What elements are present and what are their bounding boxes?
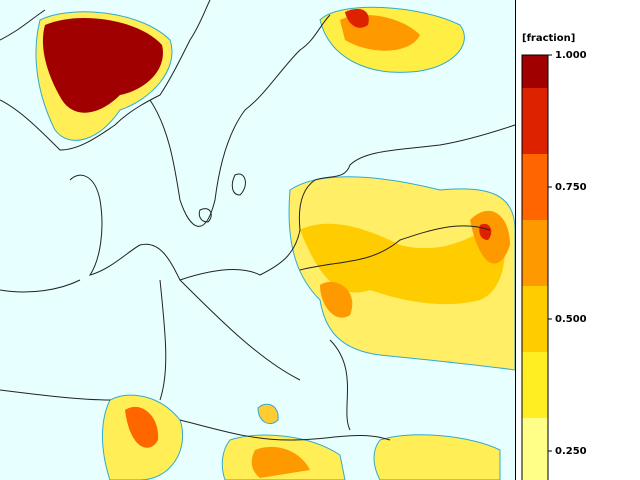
- coastline: [0, 0, 211, 151]
- border: [0, 225, 491, 441]
- field-region: [300, 220, 505, 305]
- island: [198, 173, 246, 223]
- colorbar-band: [522, 286, 548, 352]
- coastline: [69, 174, 261, 281]
- field-region: [320, 281, 353, 318]
- field-region: [345, 8, 369, 28]
- field-region: [470, 210, 510, 264]
- colorbar-band: [522, 55, 548, 88]
- colorbar-tick-label: 0.250: [555, 446, 587, 457]
- precip-fraction-field: [35, 6, 516, 480]
- field-region: [251, 446, 310, 478]
- field-region: [42, 17, 163, 113]
- field-region: [125, 406, 159, 448]
- colorbar-tick-label: 0.500: [555, 314, 587, 325]
- colorbar-frame: [521, 54, 549, 480]
- colorbar-band: [522, 418, 548, 480]
- colorbar-band: [522, 352, 548, 418]
- coastline: [149, 14, 331, 227]
- field-region: [373, 434, 501, 480]
- colorbar-tick-label: 0.750: [555, 182, 587, 193]
- colorbar-band: [522, 88, 548, 154]
- colorbar-band: [522, 154, 548, 220]
- coastline: [259, 124, 516, 276]
- colorbar-tick-label: 1.000: [555, 50, 587, 61]
- colorbar-title: [fraction]: [522, 33, 575, 44]
- colorbar-band: [522, 220, 548, 286]
- field-region: [257, 403, 279, 424]
- coastlines: [0, 0, 516, 441]
